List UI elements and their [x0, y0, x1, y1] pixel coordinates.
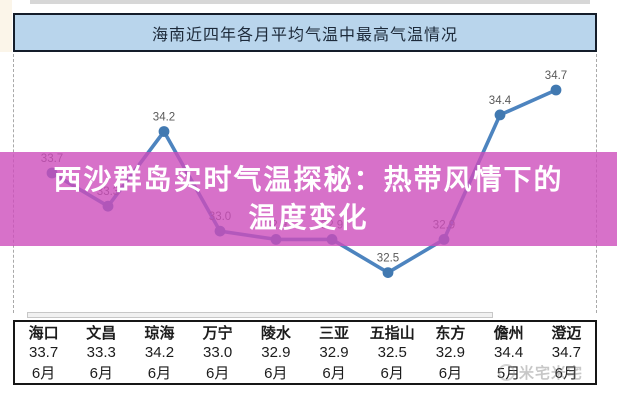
- headline-overlay-banner: 西沙群岛实时气温探秘：热带风情下的 温度变化: [0, 152, 617, 246]
- table-row: 海口 文昌 琼海 万宁 陵水 三亚 五指山 东方 儋州 澄迈: [14, 321, 596, 344]
- table-value-cell: 34.7: [551, 343, 581, 361]
- table-value-cell: 32.5: [377, 343, 407, 361]
- data-point-marker: [382, 267, 394, 278]
- table-value-cell: 33.0: [203, 343, 233, 361]
- data-point-label: 32.5: [377, 253, 399, 265]
- table-month-cell: 6月: [322, 364, 346, 382]
- table-city-cell: 五指山: [369, 325, 415, 343]
- table-city-cell: 海口: [28, 325, 59, 343]
- table-value-cell: 34.2: [144, 343, 175, 361]
- table-city-cell: 万宁: [202, 325, 233, 343]
- data-point-marker: [158, 126, 170, 137]
- table-city-cell: 陵水: [260, 325, 291, 343]
- table-month-cell: 6月: [205, 364, 230, 382]
- chart-axis-strip: [27, 312, 493, 318]
- table-row: 6月 6月 6月 6月 6月 6月 6月 6月 5月 6月: [14, 361, 596, 384]
- data-point-label: 34.2: [153, 112, 175, 124]
- table-city-cell: 东方: [435, 325, 466, 343]
- data-point-marker: [550, 84, 562, 96]
- table-city-cell: 澄迈: [551, 325, 582, 343]
- headline-line-2: 温度变化: [248, 202, 369, 233]
- table-month-cell: 6月: [380, 364, 404, 382]
- watermark-text: 米宅米宅: [519, 365, 584, 382]
- table-city-cell: 三亚: [319, 325, 350, 343]
- page-corner-shade: [0, 0, 12, 52]
- table-month-cell: 6月: [264, 364, 288, 382]
- table-month-cell: 6月: [554, 364, 579, 382]
- data-point-label: 34.7: [545, 70, 567, 82]
- table-value-cell: 32.9: [261, 343, 291, 361]
- watermark: 米宅米宅: [498, 362, 583, 383]
- table-row: 33.7 33.3 34.2 33.0 32.9 32.9 32.5 32.9 34.4 34.7: [14, 344, 596, 362]
- top-edge-strip: [30, 0, 590, 4]
- data-point-label: 34.4: [489, 95, 512, 107]
- table-month-cell: 6月: [438, 364, 463, 382]
- table-value-cell: 33.7: [28, 343, 59, 361]
- table-month-cell: 6月: [89, 364, 113, 382]
- table-value-cell: 32.9: [319, 343, 349, 361]
- headline-line-1: 西沙群岛实时气温探秘：热带风情下的: [53, 164, 564, 195]
- data-point-marker: [494, 109, 506, 121]
- chart-title-bar: 海南近四年各月平均气温中最高气温情况: [13, 13, 597, 52]
- table-city-cell: 琼海: [144, 325, 175, 343]
- chart-title: 海南近四年各月平均气温中最高气温情况: [151, 26, 458, 44]
- table-value-cell: 33.3: [86, 343, 116, 361]
- table-city-cell: 儋州: [493, 325, 524, 343]
- table-month-cell: 6月: [31, 364, 56, 382]
- table-month-cell: 6月: [147, 364, 172, 382]
- table-city-cell: 文昌: [86, 325, 117, 343]
- watermark-logo-icon: [498, 364, 515, 381]
- table-value-cell: 34.4: [493, 343, 524, 361]
- table-value-cell: 32.9: [435, 343, 465, 361]
